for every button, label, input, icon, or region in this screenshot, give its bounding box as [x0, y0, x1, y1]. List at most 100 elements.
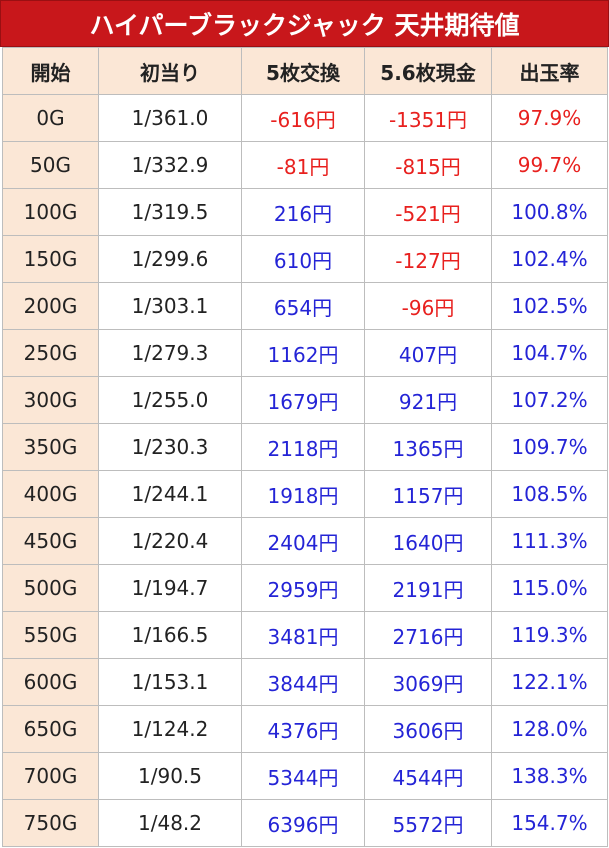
- exchange-5-cell: 1679円: [241, 376, 365, 424]
- first-hit-cell: 1/255.0: [98, 376, 242, 424]
- first-hit-cell: 1/279.3: [98, 329, 242, 377]
- start-cell: 600G: [2, 658, 99, 706]
- exchange-5-cell: 3844円: [241, 658, 365, 706]
- first-hit-cell: 1/166.5: [98, 611, 242, 659]
- start-cell: 750G: [2, 799, 99, 847]
- first-hit-cell: 1/230.3: [98, 423, 242, 471]
- cash-5-6-cell: 2191円: [364, 564, 492, 612]
- table-row: 550G 1/166.5 3481円 2716円 119.3%: [2, 611, 608, 659]
- payout-rate-cell: 115.0%: [491, 564, 608, 612]
- exchange-5-cell: -81円: [241, 141, 365, 189]
- payout-rate-cell: 97.9%: [491, 94, 608, 142]
- payout-rate-cell: 154.7%: [491, 799, 608, 847]
- expected-value-table: 開始 初当り 5枚交換 5.6枚現金 出玉率 0G 1/361.0 -616円 -13…: [2, 47, 608, 847]
- header-5-6-cash: 5.6枚現金: [364, 47, 492, 95]
- table-row: 400G 1/244.1 1918円 1157円 108.5%: [2, 470, 608, 518]
- table-row: 750G 1/48.2 6396円 5572円 154.7%: [2, 799, 608, 847]
- payout-rate-cell: 102.5%: [491, 282, 608, 330]
- exchange-5-cell: 654円: [241, 282, 365, 330]
- cash-5-6-cell: 1640円: [364, 517, 492, 565]
- start-cell: 250G: [2, 329, 99, 377]
- exchange-5-cell: 2118円: [241, 423, 365, 471]
- payout-rate-cell: 128.0%: [491, 705, 608, 753]
- exchange-5-cell: 6396円: [241, 799, 365, 847]
- cash-5-6-cell: 1365円: [364, 423, 492, 471]
- cash-5-6-cell: 921円: [364, 376, 492, 424]
- table-row: 200G 1/303.1 654円 -96円 102.5%: [2, 282, 608, 330]
- cash-5-6-cell: 4544円: [364, 752, 492, 800]
- exchange-5-cell: 3481円: [241, 611, 365, 659]
- start-cell: 650G: [2, 705, 99, 753]
- payout-rate-cell: 99.7%: [491, 141, 608, 189]
- start-cell: 450G: [2, 517, 99, 565]
- payout-rate-cell: 104.7%: [491, 329, 608, 377]
- exchange-5-cell: -616円: [241, 94, 365, 142]
- exchange-5-cell: 1918円: [241, 470, 365, 518]
- first-hit-cell: 1/361.0: [98, 94, 242, 142]
- first-hit-cell: 1/319.5: [98, 188, 242, 236]
- exchange-5-cell: 2404円: [241, 517, 365, 565]
- first-hit-cell: 1/90.5: [98, 752, 242, 800]
- cash-5-6-cell: 5572円: [364, 799, 492, 847]
- header-start: 開始: [2, 47, 99, 95]
- table-row: 100G 1/319.5 216円 -521円 100.8%: [2, 188, 608, 236]
- first-hit-cell: 1/48.2: [98, 799, 242, 847]
- first-hit-cell: 1/244.1: [98, 470, 242, 518]
- start-cell: 150G: [2, 235, 99, 283]
- payout-rate-cell: 100.8%: [491, 188, 608, 236]
- first-hit-cell: 1/153.1: [98, 658, 242, 706]
- start-cell: 350G: [2, 423, 99, 471]
- payout-rate-cell: 111.3%: [491, 517, 608, 565]
- table-row: 350G 1/230.3 2118円 1365円 109.7%: [2, 423, 608, 471]
- exchange-5-cell: 216円: [241, 188, 365, 236]
- table-row: 650G 1/124.2 4376円 3606円 128.0%: [2, 705, 608, 753]
- first-hit-cell: 1/303.1: [98, 282, 242, 330]
- payout-rate-cell: 138.3%: [491, 752, 608, 800]
- cash-5-6-cell: 3069円: [364, 658, 492, 706]
- header-row: 開始 初当り 5枚交換 5.6枚現金 出玉率: [2, 47, 608, 95]
- header-first-hit: 初当り: [98, 47, 242, 95]
- start-cell: 550G: [2, 611, 99, 659]
- payout-rate-cell: 107.2%: [491, 376, 608, 424]
- table-row: 150G 1/299.6 610円 -127円 102.4%: [2, 235, 608, 283]
- table-row: 500G 1/194.7 2959円 2191円 115.0%: [2, 564, 608, 612]
- start-cell: 100G: [2, 188, 99, 236]
- table-row: 600G 1/153.1 3844円 3069円 122.1%: [2, 658, 608, 706]
- first-hit-cell: 1/220.4: [98, 517, 242, 565]
- payout-rate-cell: 109.7%: [491, 423, 608, 471]
- payout-rate-cell: 119.3%: [491, 611, 608, 659]
- payout-rate-cell: 102.4%: [491, 235, 608, 283]
- cash-5-6-cell: 2716円: [364, 611, 492, 659]
- exchange-5-cell: 610円: [241, 235, 365, 283]
- exchange-5-cell: 5344円: [241, 752, 365, 800]
- header-5-exchange: 5枚交換: [241, 47, 365, 95]
- payout-rate-cell: 108.5%: [491, 470, 608, 518]
- start-cell: 200G: [2, 282, 99, 330]
- payout-rate-cell: 122.1%: [491, 658, 608, 706]
- table-row: 50G 1/332.9 -81円 -815円 99.7%: [2, 141, 608, 189]
- exchange-5-cell: 1162円: [241, 329, 365, 377]
- cash-5-6-cell: -96円: [364, 282, 492, 330]
- table-row: 250G 1/279.3 1162円 407円 104.7%: [2, 329, 608, 377]
- start-cell: 400G: [2, 470, 99, 518]
- header-payout-rate: 出玉率: [491, 47, 608, 95]
- cash-5-6-cell: 3606円: [364, 705, 492, 753]
- cash-5-6-cell: -1351円: [364, 94, 492, 142]
- cash-5-6-cell: -127円: [364, 235, 492, 283]
- first-hit-cell: 1/124.2: [98, 705, 242, 753]
- table-row: 300G 1/255.0 1679円 921円 107.2%: [2, 376, 608, 424]
- table-title: ハイパーブラックジャック 天井期待値: [0, 0, 609, 47]
- cash-5-6-cell: 407円: [364, 329, 492, 377]
- start-cell: 700G: [2, 752, 99, 800]
- first-hit-cell: 1/194.7: [98, 564, 242, 612]
- start-cell: 50G: [2, 141, 99, 189]
- start-cell: 0G: [2, 94, 99, 142]
- start-cell: 300G: [2, 376, 99, 424]
- table-row: 450G 1/220.4 2404円 1640円 111.3%: [2, 517, 608, 565]
- cash-5-6-cell: 1157円: [364, 470, 492, 518]
- exchange-5-cell: 2959円: [241, 564, 365, 612]
- first-hit-cell: 1/332.9: [98, 141, 242, 189]
- first-hit-cell: 1/299.6: [98, 235, 242, 283]
- cash-5-6-cell: -521円: [364, 188, 492, 236]
